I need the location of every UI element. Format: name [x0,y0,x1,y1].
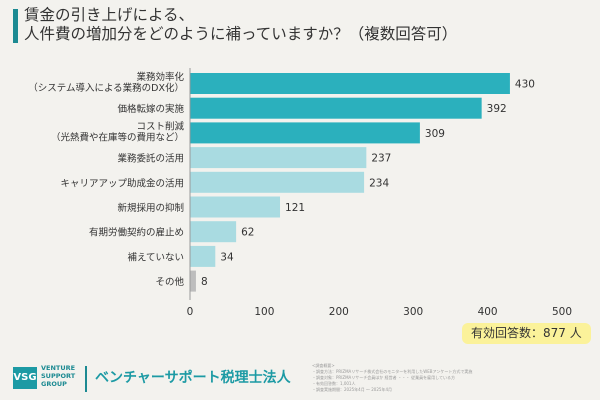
x-tick-label: 300 [403,306,423,318]
vsg-logo: VSG [13,367,37,389]
value-label: 34 [220,251,234,263]
bar [190,73,510,94]
value-label: 309 [425,128,445,140]
firm-name: ベンチャーサポート税理士法人 [95,370,291,386]
bar [190,147,367,169]
value-label: 430 [515,79,535,91]
bar [190,97,482,119]
category-label: 業務効率化 [136,71,184,83]
logo-text-line: VENTURE [41,364,76,372]
note-line: ・調査実施期間：2025年4月 ～ 2025年4月 [312,387,392,392]
note-line: <調査概要> [312,363,335,368]
category-label: キャリアアップ助成金の活用 [60,177,184,189]
x-tick-label: 500 [552,306,572,318]
logo-text: VENTURE SUPPORT GROUP [41,364,75,388]
category-label: 新規採用の抑制 [117,202,184,214]
x-tick-label: 200 [329,306,349,318]
value-label: 62 [241,227,254,239]
value-label: 237 [371,153,391,165]
category-label: （システム導入による業務のDX化） [28,82,184,94]
title-line-2: 人件費の増加分をどのように補っていますか？（複数回答可） [24,25,458,43]
category-label: 補えていない [127,251,184,263]
value-label: 392 [487,103,507,115]
bar [190,245,216,267]
value-label: 234 [369,177,389,189]
note-line: ・調査方法：PRIZMAリサーチ株式会社のモニターを利用したWEBアンケート方式… [312,369,473,374]
chart-title: 賃金の引き上げによる、 人件費の増加分をどのように補っていますか？（複数回答可） [24,6,457,44]
x-tick-label: 100 [254,306,274,318]
category-label: 価格転嫁の実施 [117,103,184,115]
title-accent-bar [13,9,18,43]
logo-text-line: GROUP [41,380,67,388]
x-tick-label: 400 [478,306,498,318]
category-label: コスト削減 [136,120,184,132]
bar-chart: 430 業務効率化（システム導入による業務のDX化） 392 価格転嫁の実施 309 コス… [28,68,572,318]
divider [85,366,87,392]
bar [190,171,365,193]
note-line: ・調査対象：PRIZMAリサーチ会員ほか 経営者 ・・・ 従業員を雇用している方 [312,375,455,380]
logo-text-line: SUPPORT [41,372,76,380]
bar [190,270,196,292]
category-label: 業務委託の活用 [117,153,184,165]
category-label: （光熱費や在庫等の費用など） [51,131,184,143]
title-line-1: 賃金の引き上げによる、 [24,6,195,24]
valid-responses-badge: 有効回答数：877 人 [462,323,591,344]
x-tick-label: 0 [187,306,194,318]
category-label: 有期労働契約の雇止め [89,227,184,239]
value-label: 8 [201,276,208,288]
bar [190,196,281,218]
bar [190,122,420,144]
value-label: 121 [285,202,305,214]
survey-notes: <調査概要> ・調査方法：PRIZMAリサーチ株式会社のモニターを利用したWEB… [312,363,597,393]
note-line: ・有効回答数：1,001人 [312,381,356,386]
bar [190,221,237,243]
category-label: その他 [155,276,184,288]
